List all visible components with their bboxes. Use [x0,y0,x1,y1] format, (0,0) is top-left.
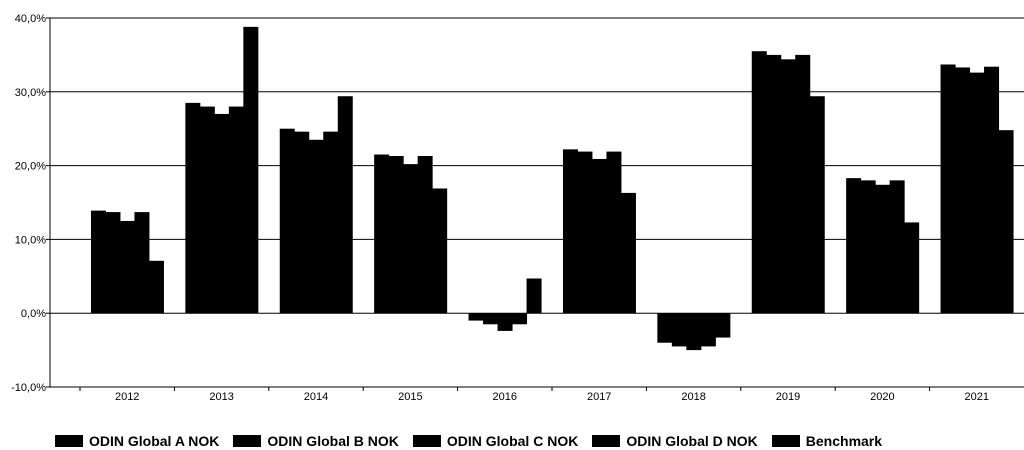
bar-2012-1 [90,210,106,314]
bar-2017-1 [562,149,578,314]
x-tick-label: 2020 [870,391,894,403]
bar-2013-2 [199,106,215,314]
x-tick-label: 2021 [965,391,989,403]
bar-2018-1 [657,313,673,343]
bar-2017-3 [591,158,607,314]
bar-2015-3 [403,164,419,314]
legend-label: ODIN Global B NOK [267,433,399,449]
bars [90,26,1014,351]
bar-2018-5 [715,313,731,338]
legend-label: ODIN Global D NOK [626,433,758,449]
legend-swatch [771,435,800,447]
x-tick-label: 2016 [493,391,517,403]
bar-2017-5 [620,192,636,314]
y-tick-label: -10,0% [11,382,46,394]
bar-2018-2 [671,313,687,347]
legend-swatch [412,435,441,447]
legend-swatch [592,435,621,447]
bar-2018-4 [700,313,716,347]
bar-2014-1 [279,128,295,314]
bar-chart: -10,0% 0,0% 10,0% 20,0% 30,0% 40,0% 2012 2013 20… [11,13,1024,403]
bar-2015-1 [374,154,390,314]
bar-2019-2 [766,54,782,314]
legend-item: ODIN Global D NOK [592,433,758,449]
x-tick-label: 2013 [209,391,233,403]
bar-2017-4 [606,151,622,314]
y-tick-label: 40,0% [15,13,46,25]
legend-item: ODIN Global A NOK [55,433,219,449]
tick-labels: -10,0% 0,0% 10,0% 20,0% 30,0% 40,0% 2012 2013 20… [11,13,989,403]
y-tick-label: 20,0% [15,161,46,173]
bar-2021-5 [998,130,1014,314]
legend-label: Benchmark [805,433,883,449]
y-tick-label: 10,0% [15,234,46,246]
y-tick-label: 30,0% [15,87,46,99]
legend-item: Benchmark [771,433,883,449]
bar-2021-4 [984,66,1000,314]
bar-2014-5 [337,96,353,314]
legend-label: ODIN Global C NOK [446,433,579,449]
axes [46,17,1024,391]
bar-2013-4 [228,106,244,314]
legend-label: ODIN Global A NOK [89,433,220,449]
bar-2018-3 [686,313,702,351]
bar-2019-3 [780,59,796,314]
bar-2016-4 [512,313,528,325]
bar-2019-1 [751,51,767,314]
bar-2012-3 [119,220,135,314]
bar-2016-5 [526,278,542,314]
y-tick-label: 0,0% [21,308,46,320]
legend-swatch [55,435,83,447]
bar-2019-5 [809,96,825,314]
legend-item: ODIN Global C NOK [412,433,579,449]
x-tick-label: 2015 [398,391,422,403]
bar-2013-5 [243,26,259,314]
legend: ODIN Global A NOK ODIN Global B NOK ODIN G… [55,433,882,449]
x-tick-label: 2017 [587,391,611,403]
bar-2013-1 [185,102,201,314]
bar-2020-5 [904,222,920,314]
bar-2017-2 [577,151,593,314]
bar-2019-4 [795,54,811,314]
bar-2014-3 [308,139,324,314]
bar-2012-5 [148,260,164,314]
bar-2021-3 [969,72,985,314]
bar-2014-4 [323,131,339,314]
bar-2016-1 [468,313,484,321]
legend-swatch [233,435,262,447]
bar-2021-1 [940,64,956,314]
x-tick-label: 2019 [776,391,800,403]
bar-2016-2 [483,313,499,325]
bar-2012-2 [105,212,121,314]
legend-item: ODIN Global B NOK [233,433,399,449]
x-tick-label: 2014 [304,391,328,403]
x-tick-label: 2012 [115,391,139,403]
bar-2015-5 [432,188,448,314]
bar-2013-3 [214,113,230,314]
bar-2020-3 [875,184,891,314]
bar-2015-4 [417,156,433,314]
bar-2016-3 [497,313,513,331]
bar-2020-2 [860,180,876,314]
bar-2020-1 [846,178,862,314]
bar-2014-2 [294,131,310,314]
bar-2020-4 [889,180,905,314]
bar-2012-4 [134,212,150,314]
x-tick-label: 2018 [681,391,705,403]
bar-2015-2 [388,156,404,314]
bar-2021-2 [955,67,971,314]
